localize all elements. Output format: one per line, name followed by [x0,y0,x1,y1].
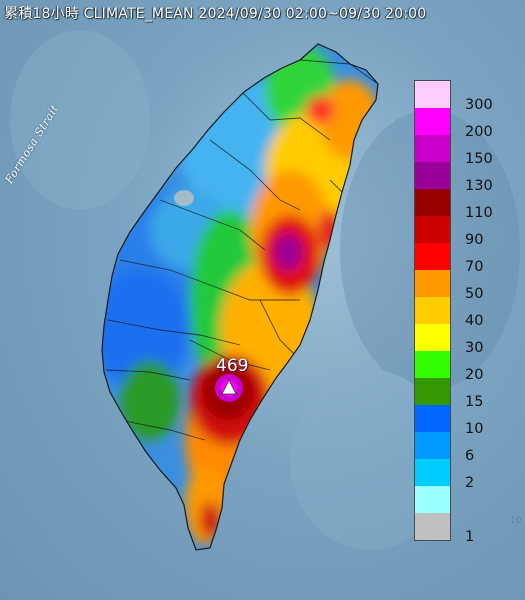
legend-tick-label: 15 [465,394,484,410]
map-title: 累積18小時 CLIMATE_MEAN 2024/09/30 02:00~09/… [4,6,427,22]
legend-swatch [415,108,450,135]
legend-swatch [415,378,450,405]
corner-mark: 10 [510,516,522,526]
legend-swatch [415,243,450,270]
legend-tick-label: 10 [465,421,484,437]
legend-swatch [415,405,450,432]
legend-swatch [415,216,450,243]
peak-value-label: 469 [216,356,249,376]
legend-tick-label: 150 [465,151,493,167]
legend-swatch [415,297,450,324]
legend-tick-label: 130 [465,178,493,194]
legend-swatch [415,189,450,216]
legend-swatch [415,162,450,189]
legend-tick-label: 6 [465,448,475,464]
legend-tick-label: 110 [465,205,493,221]
legend-swatch [415,486,450,513]
legend-tick-label: 70 [465,259,484,275]
legend-swatch [415,459,450,486]
legend-tick-label: 1 [465,529,475,545]
legend-tick-label: 50 [465,286,484,302]
legend-tick-label: 20 [465,367,484,383]
legend-swatch [415,432,450,459]
legend-swatch [415,351,450,378]
legend-swatch [415,324,450,351]
legend-swatch [415,513,450,540]
legend-tick-label: 300 [465,97,493,113]
legend-tick-label: 30 [465,340,484,356]
legend-swatch [415,81,450,108]
legend-swatch [415,135,450,162]
peak-marker-icon [221,379,237,395]
legend-tick-label: 2 [465,475,475,491]
legend-tick-label: 90 [465,232,484,248]
color-legend [414,80,451,541]
legend-swatch [415,270,450,297]
legend-tick-label: 40 [465,313,484,329]
coastline [101,43,379,551]
legend-tick-label: 200 [465,124,493,140]
